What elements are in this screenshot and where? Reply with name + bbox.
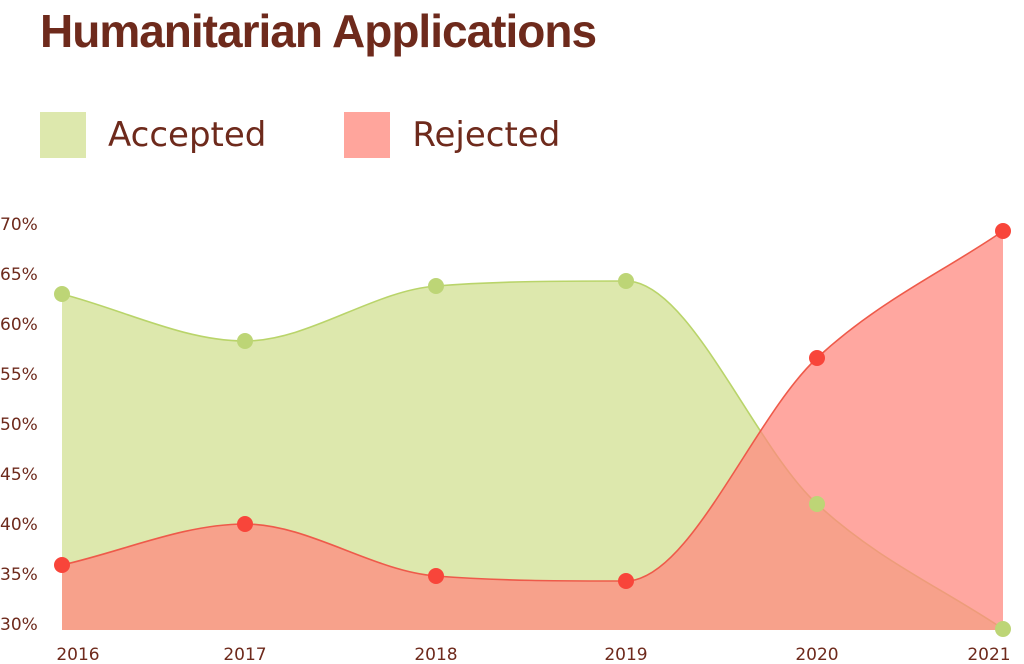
legend-label-accepted: Accepted: [108, 115, 267, 155]
y-tick-label: 65%: [0, 265, 38, 285]
x-tick-label: 2021: [967, 645, 1010, 664]
point-rejected[interactable]: [618, 573, 634, 589]
x-tick-label: 2018: [414, 645, 457, 664]
y-tick-label: 40%: [0, 515, 38, 535]
x-tick-label: 2019: [604, 645, 647, 664]
point-rejected[interactable]: [237, 516, 253, 532]
area-rejected: [62, 231, 1003, 630]
legend: Accepted Rejected: [40, 112, 638, 158]
y-tick-label: 30%: [0, 615, 38, 635]
x-tick-label: 2020: [795, 645, 838, 664]
y-tick-label: 35%: [0, 565, 38, 585]
y-tick-label: 70%: [0, 215, 38, 235]
legend-item-accepted: Accepted: [40, 112, 266, 158]
y-tick-label: 45%: [0, 465, 38, 485]
legend-item-rejected: Rejected: [344, 112, 560, 158]
y-tick-label: 60%: [0, 315, 38, 335]
legend-swatch-accepted: [40, 112, 86, 158]
x-tick-label: 2016: [56, 645, 99, 664]
y-tick-label: 50%: [0, 415, 38, 435]
point-accepted[interactable]: [428, 278, 444, 294]
legend-swatch-rejected: [344, 112, 391, 158]
y-tick-label: 55%: [0, 365, 38, 385]
chart-title: Humanitarian Applications: [40, 5, 597, 57]
legend-label-rejected: Rejected: [412, 115, 561, 155]
point-rejected[interactable]: [428, 568, 444, 584]
point-accepted[interactable]: [237, 333, 253, 349]
point-rejected[interactable]: [809, 350, 825, 366]
point-accepted[interactable]: [995, 621, 1011, 637]
point-accepted[interactable]: [618, 273, 634, 289]
point-rejected[interactable]: [54, 557, 70, 573]
point-rejected[interactable]: [995, 223, 1011, 239]
point-accepted[interactable]: [809, 496, 825, 512]
x-tick-label: 2017: [223, 645, 266, 664]
point-accepted[interactable]: [54, 286, 70, 302]
